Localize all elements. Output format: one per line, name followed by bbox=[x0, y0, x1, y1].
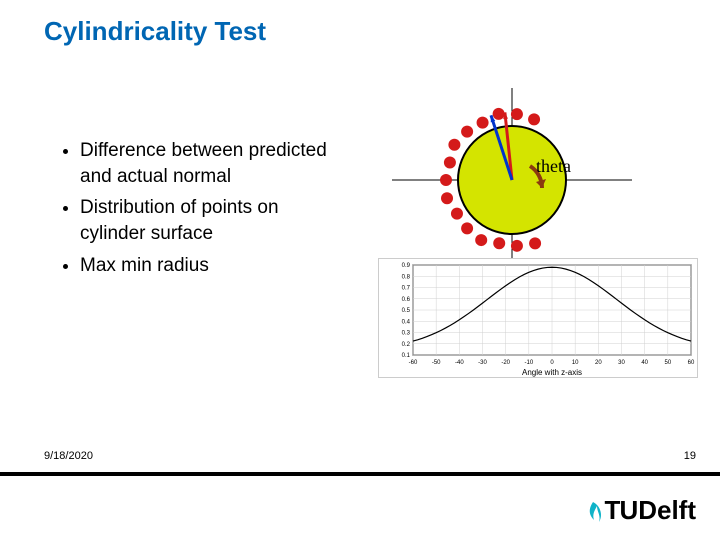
svg-text:-40: -40 bbox=[455, 360, 464, 366]
cylinder-diagram: theta bbox=[392, 88, 632, 258]
svg-text:0.5: 0.5 bbox=[402, 308, 411, 314]
bullet-list: Difference between predicted and actual … bbox=[54, 138, 344, 284]
svg-text:20: 20 bbox=[595, 360, 602, 366]
svg-text:-30: -30 bbox=[478, 360, 487, 366]
svg-text:0.3: 0.3 bbox=[402, 331, 411, 337]
svg-text:0: 0 bbox=[550, 360, 554, 366]
svg-text:40: 40 bbox=[641, 360, 648, 366]
slide: Cylindricality Test Difference between p… bbox=[0, 0, 720, 540]
svg-text:0.7: 0.7 bbox=[402, 286, 411, 292]
svg-text:theta: theta bbox=[536, 156, 571, 176]
svg-text:0.6: 0.6 bbox=[402, 297, 411, 303]
logo-text: TUDelft bbox=[605, 495, 696, 525]
svg-text:-20: -20 bbox=[501, 360, 510, 366]
svg-text:50: 50 bbox=[664, 360, 671, 366]
footer-date: 9/18/2020 bbox=[44, 450, 93, 462]
svg-text:0.1: 0.1 bbox=[402, 353, 411, 359]
svg-text:0.8: 0.8 bbox=[402, 274, 411, 280]
svg-text:0.4: 0.4 bbox=[402, 319, 411, 325]
svg-text:-10: -10 bbox=[524, 360, 533, 366]
distribution-chart: 0.1 0.2 0.3 0.4 0.5 0.6 0.7 0.8 0.9 -60 -50 -40 -30 -… bbox=[378, 258, 698, 378]
bullet-item: Difference between predicted and actual … bbox=[80, 138, 344, 189]
svg-text:0.9: 0.9 bbox=[402, 263, 411, 269]
tudelft-logo: TUDelft bbox=[583, 495, 696, 530]
bullet-item: Max min radius bbox=[80, 253, 344, 279]
svg-text:10: 10 bbox=[572, 360, 579, 366]
svg-text:Angle with z-axis: Angle with z-axis bbox=[522, 368, 582, 377]
footer-page: 19 bbox=[684, 450, 696, 462]
flame-icon bbox=[583, 500, 605, 530]
svg-text:-60: -60 bbox=[409, 360, 418, 366]
svg-text:30: 30 bbox=[618, 360, 625, 366]
svg-text:0.2: 0.2 bbox=[402, 342, 411, 348]
slide-title: Cylindricality Test bbox=[44, 16, 266, 47]
svg-text:60: 60 bbox=[688, 360, 695, 366]
svg-text:-50: -50 bbox=[432, 360, 441, 366]
bullet-item: Distribution of points on cylinder surfa… bbox=[80, 195, 344, 246]
footer-bar bbox=[0, 472, 720, 476]
